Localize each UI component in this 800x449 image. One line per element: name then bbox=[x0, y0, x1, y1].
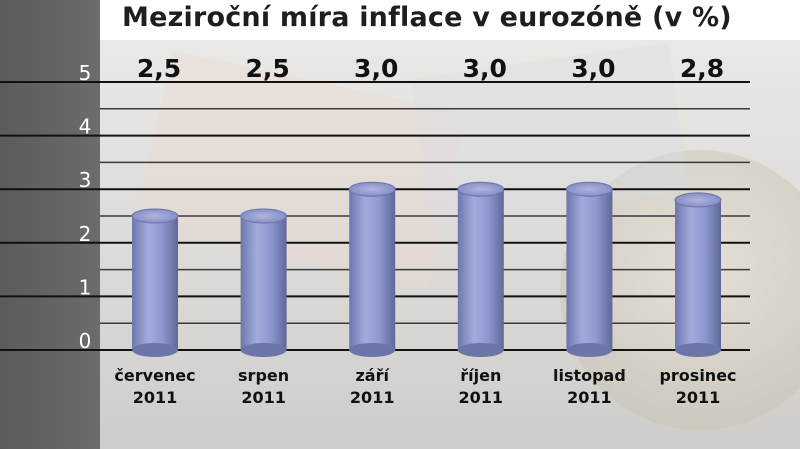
y-tick-label: 3 bbox=[79, 168, 92, 192]
data-label: 3,0 bbox=[571, 54, 615, 83]
x-tick-label: prosinec bbox=[659, 366, 736, 385]
data-label: 2,5 bbox=[137, 54, 181, 83]
bar-body bbox=[349, 189, 396, 350]
bar-body bbox=[132, 216, 178, 350]
x-tick-label: listopad bbox=[553, 366, 626, 385]
bar-base bbox=[457, 343, 504, 357]
y-tick-label: 1 bbox=[79, 275, 92, 299]
bar bbox=[348, 181, 396, 357]
x-tick-label-year: 2011 bbox=[350, 388, 395, 407]
bar-top bbox=[457, 181, 505, 197]
x-tick-label-year: 2011 bbox=[567, 388, 612, 407]
bar-top bbox=[674, 192, 722, 208]
x-tick-label-year: 2011 bbox=[676, 388, 721, 407]
bar-top bbox=[131, 208, 179, 224]
bar-base bbox=[132, 343, 178, 357]
chart-title-bar: Meziroční míra inflace v eurozóně (v %) bbox=[100, 0, 800, 40]
data-label: 2,8 bbox=[680, 54, 724, 83]
x-tick-label: červenec bbox=[114, 366, 195, 385]
y-tick-label: 4 bbox=[79, 115, 92, 139]
bar-body bbox=[566, 189, 613, 350]
y-tick-label: 2 bbox=[79, 222, 92, 246]
x-tick-label: srpen bbox=[238, 366, 289, 385]
x-tick-label-year: 2011 bbox=[241, 388, 286, 407]
bar bbox=[457, 181, 505, 357]
bar-base bbox=[566, 343, 613, 357]
x-tick-label: září bbox=[355, 366, 390, 385]
bar-top bbox=[565, 181, 613, 197]
bar-body bbox=[457, 189, 504, 350]
data-label: 3,0 bbox=[463, 54, 507, 83]
left-axis-panel bbox=[0, 0, 100, 449]
bar-body bbox=[675, 199, 721, 350]
bar-top bbox=[240, 208, 288, 224]
y-tick-label: 0 bbox=[79, 329, 92, 353]
bar-base bbox=[675, 343, 721, 357]
bar bbox=[674, 192, 722, 357]
x-tick-label: říjen bbox=[460, 366, 501, 385]
bar-top bbox=[348, 181, 396, 197]
x-tick-label-year: 2011 bbox=[133, 388, 178, 407]
x-tick-label-year: 2011 bbox=[459, 388, 504, 407]
bar bbox=[565, 181, 613, 357]
bar-base bbox=[240, 343, 287, 357]
data-label: 3,0 bbox=[354, 54, 398, 83]
data-label: 2,5 bbox=[245, 54, 289, 83]
bar bbox=[131, 208, 179, 357]
bar-body bbox=[240, 216, 287, 350]
chart-title: Meziroční míra inflace v eurozóně (v %) bbox=[122, 2, 732, 33]
bar-base bbox=[349, 343, 396, 357]
bar bbox=[240, 208, 288, 357]
y-tick-label: 5 bbox=[79, 61, 92, 85]
